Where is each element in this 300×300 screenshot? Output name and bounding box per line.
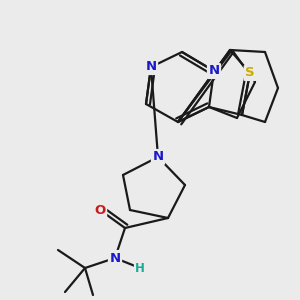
- Text: S: S: [245, 67, 255, 80]
- Text: N: N: [146, 61, 157, 74]
- Text: H: H: [135, 262, 145, 275]
- Text: N: N: [208, 64, 220, 77]
- Text: N: N: [110, 251, 121, 265]
- Text: O: O: [94, 203, 106, 217]
- Text: N: N: [152, 151, 164, 164]
